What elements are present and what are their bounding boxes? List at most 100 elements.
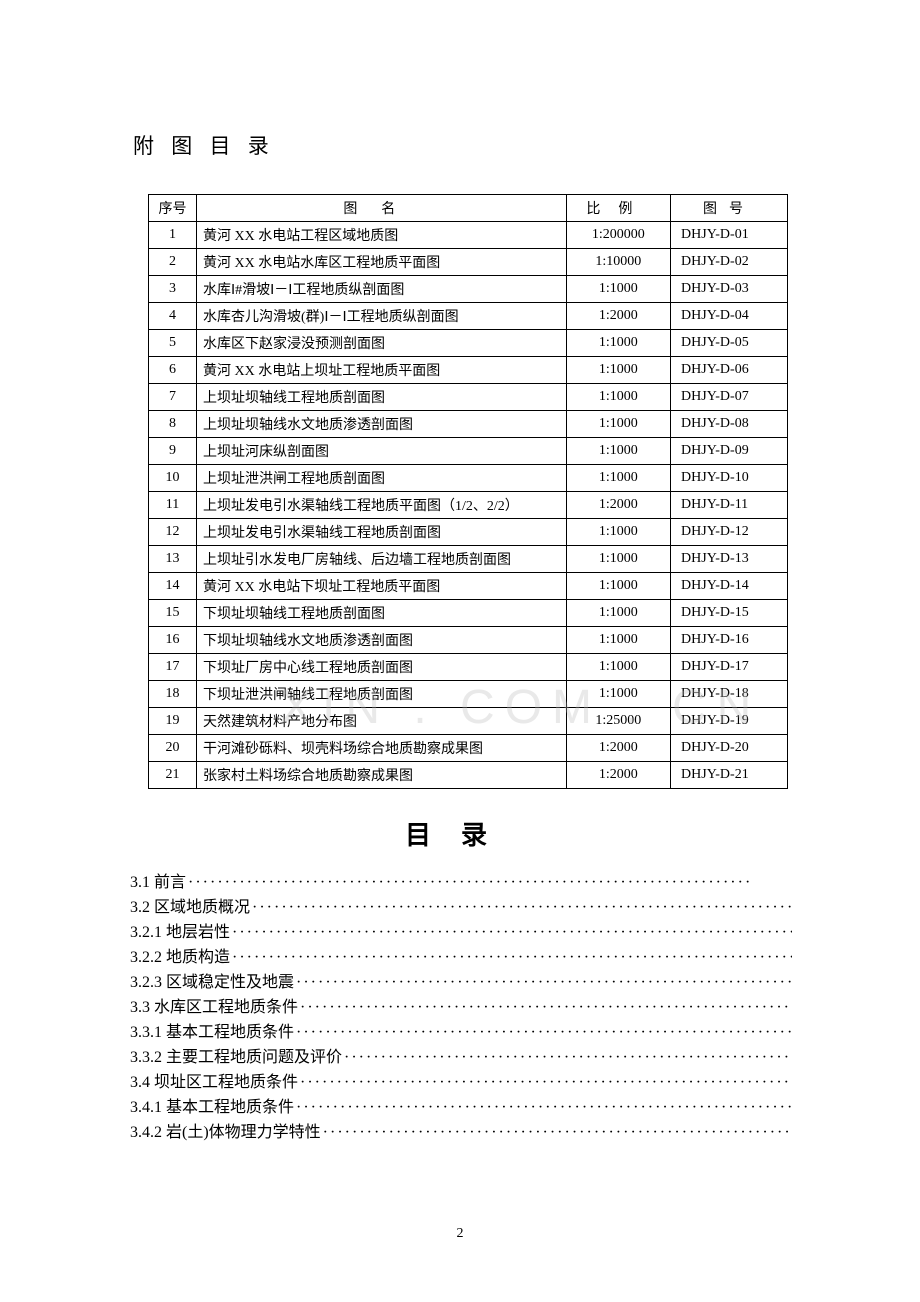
cell-name: 下坝址泄洪闸轴线工程地质剖面图 [197,681,567,708]
cell-seq: 18 [149,681,197,708]
table-row: 1黄河 XX 水电站工程区域地质图1:200000DHJY-D-01 [149,222,788,249]
cell-name: 上坝址发电引水渠轴线工程地质平面图（1/2、2/2） [197,492,567,519]
toc-text: 地质构造 [162,949,230,966]
toc-text: 地层岩性 [162,924,230,941]
cell-scale: 1:10000 [566,249,670,276]
cell-seq: 15 [149,600,197,627]
toc-item: 3.4 坝址区工程地质条件 [130,1070,792,1095]
cell-code: DHJY-D-19 [671,708,788,735]
table-row: 11上坝址发电引水渠轴线工程地质平面图（1/2、2/2）1:2000DHJY-D… [149,492,788,519]
cell-seq: 5 [149,330,197,357]
cell-scale: 1:1000 [566,573,670,600]
cell-seq: 14 [149,573,197,600]
section-title: 附 图 目 录 [133,130,792,160]
cell-code: DHJY-D-21 [671,762,788,789]
table-row: 10上坝址泄洪闸工程地质剖面图1:1000DHJY-D-10 [149,465,788,492]
toc-num: 3.3.2 [130,1049,162,1066]
cell-code: DHJY-D-05 [671,330,788,357]
figure-index-table: 序号 图名 比例 图号 1黄河 XX 水电站工程区域地质图1:200000DHJ… [148,194,788,789]
cell-scale: 1:1000 [566,384,670,411]
toc-num: 3.2 [130,899,150,916]
cell-scale: 1:2000 [566,735,670,762]
toc-item: 3.3.2 主要工程地质问题及评价 [130,1045,792,1070]
cell-name: 黄河 XX 水电站工程区域地质图 [197,222,567,249]
cell-scale: 1:1000 [566,330,670,357]
toc-num: 3.1 [130,874,150,891]
table-row: 17下坝址厂房中心线工程地质剖面图1:1000DHJY-D-17 [149,654,788,681]
toc-text: 前言 [150,874,186,891]
toc-text: 主要工程地质问题及评价 [162,1049,342,1066]
cell-seq: 12 [149,519,197,546]
cell-scale: 1:1000 [566,357,670,384]
cell-name: 下坝址厂房中心线工程地质剖面图 [197,654,567,681]
toc-num: 3.4 [130,1074,150,1091]
cell-name: 上坝址发电引水渠轴线工程地质剖面图 [197,519,567,546]
cell-code: DHJY-D-09 [671,438,788,465]
cell-scale: 1:1000 [566,546,670,573]
table-row: 18下坝址泄洪闸轴线工程地质剖面图1:1000DHJY-D-18 [149,681,788,708]
cell-code: DHJY-D-07 [671,384,788,411]
cell-scale: 1:1000 [566,276,670,303]
cell-name: 上坝址泄洪闸工程地质剖面图 [197,465,567,492]
table-row: 20干河滩砂砾料、坝壳料场综合地质勘察成果图1:2000DHJY-D-20 [149,735,788,762]
toc-text: 岩(土)体物理力学特性 [162,1124,321,1141]
table-row: 9上坝址河床纵剖面图1:1000DHJY-D-09 [149,438,788,465]
cell-scale: 1:2000 [566,303,670,330]
cell-code: DHJY-D-01 [671,222,788,249]
cell-name: 水库杏儿沟滑坡(群)Ⅰ－Ⅰ工程地质纵剖面图 [197,303,567,330]
toc-num: 3.2.3 [130,974,162,991]
table-row: 6黄河 XX 水电站上坝址工程地质平面图1:1000DHJY-D-06 [149,357,788,384]
toc-item: 3.4.1 基本工程地质条件 [130,1095,792,1120]
cell-name: 黄河 XX 水电站水库区工程地质平面图 [197,249,567,276]
cell-seq: 1 [149,222,197,249]
cell-code: DHJY-D-12 [671,519,788,546]
toc-num: 3.2.1 [130,924,162,941]
toc-text: 基本工程地质条件 [162,1024,294,1041]
cell-code: DHJY-D-03 [671,276,788,303]
table-row: 16下坝址坝轴线水文地质渗透剖面图1:1000DHJY-D-16 [149,627,788,654]
toc-num: 3.4.1 [130,1099,162,1116]
table-row: 3水库Ⅰ#滑坡Ⅰ－Ⅰ工程地质纵剖面图1:1000DHJY-D-03 [149,276,788,303]
cell-seq: 16 [149,627,197,654]
table-row: 13上坝址引水发电厂房轴线、后边墙工程地质剖面图1:1000DHJY-D-13 [149,546,788,573]
cell-scale: 1:1000 [566,465,670,492]
cell-name: 天然建筑材料产地分布图 [197,708,567,735]
toc-item: 3.2.3 区域稳定性及地震 [130,970,792,995]
cell-code: DHJY-D-16 [671,627,788,654]
cell-seq: 20 [149,735,197,762]
table-row: 8上坝址坝轴线水文地质渗透剖面图1:1000DHJY-D-08 [149,411,788,438]
toc-list: 3.1 前言3.2 区域地质概况3.2.1 地层岩性3.2.2 地质构造3.2.… [130,870,792,1145]
cell-code: DHJY-D-06 [671,357,788,384]
cell-code: DHJY-D-08 [671,411,788,438]
cell-name: 黄河 XX 水电站上坝址工程地质平面图 [197,357,567,384]
cell-seq: 11 [149,492,197,519]
cell-scale: 1:1000 [566,681,670,708]
toc-num: 3.2.2 [130,949,162,966]
toc-text: 基本工程地质条件 [162,1099,294,1116]
cell-seq: 2 [149,249,197,276]
cell-name: 下坝址坝轴线工程地质剖面图 [197,600,567,627]
cell-code: DHJY-D-20 [671,735,788,762]
toc-item: 3.2 区域地质概况 [130,895,792,920]
cell-name: 上坝址坝轴线水文地质渗透剖面图 [197,411,567,438]
toc-num: 3.4.2 [130,1124,162,1141]
cell-name: 上坝址坝轴线工程地质剖面图 [197,384,567,411]
cell-scale: 1:1000 [566,438,670,465]
table-row: 19天然建筑材料产地分布图1:25000DHJY-D-19 [149,708,788,735]
table-row: 4水库杏儿沟滑坡(群)Ⅰ－Ⅰ工程地质纵剖面图1:2000DHJY-D-04 [149,303,788,330]
th-scale: 比例 [566,195,670,222]
cell-scale: 1:1000 [566,411,670,438]
toc-text: 坝址区工程地质条件 [150,1074,298,1091]
cell-code: DHJY-D-02 [671,249,788,276]
cell-name: 水库Ⅰ#滑坡Ⅰ－Ⅰ工程地质纵剖面图 [197,276,567,303]
cell-code: DHJY-D-10 [671,465,788,492]
cell-code: DHJY-D-18 [671,681,788,708]
cell-name: 张家村土料场综合地质勘察成果图 [197,762,567,789]
toc-num: 3.3 [130,999,150,1016]
cell-name: 黄河 XX 水电站下坝址工程地质平面图 [197,573,567,600]
toc-num: 3.3.1 [130,1024,162,1041]
table-row: 7上坝址坝轴线工程地质剖面图1:1000DHJY-D-07 [149,384,788,411]
cell-scale: 1:25000 [566,708,670,735]
cell-code: DHJY-D-17 [671,654,788,681]
cell-seq: 19 [149,708,197,735]
